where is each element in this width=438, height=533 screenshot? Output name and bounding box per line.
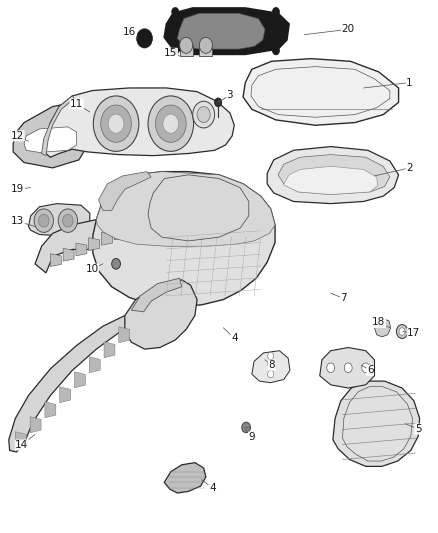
Text: 9: 9 [245, 429, 255, 442]
Polygon shape [243, 59, 399, 125]
Polygon shape [44, 88, 234, 157]
Polygon shape [164, 463, 206, 493]
Polygon shape [76, 243, 87, 256]
Text: 5: 5 [405, 424, 422, 434]
Text: 10: 10 [85, 264, 103, 274]
Text: 13: 13 [11, 216, 35, 227]
Text: 2: 2 [374, 163, 413, 176]
Circle shape [344, 363, 352, 373]
Polygon shape [63, 248, 74, 261]
Polygon shape [164, 8, 289, 54]
Polygon shape [284, 166, 378, 195]
Polygon shape [180, 45, 193, 56]
Circle shape [101, 105, 131, 142]
Text: 14: 14 [15, 434, 35, 450]
Polygon shape [89, 357, 100, 373]
Circle shape [268, 352, 274, 360]
Circle shape [180, 37, 193, 53]
Circle shape [272, 46, 279, 55]
Circle shape [155, 105, 186, 142]
Polygon shape [35, 220, 136, 273]
Polygon shape [119, 327, 130, 343]
Circle shape [242, 422, 251, 433]
Polygon shape [30, 417, 41, 433]
Circle shape [399, 328, 405, 335]
Text: 17: 17 [403, 328, 420, 338]
Polygon shape [333, 381, 420, 466]
Polygon shape [50, 254, 61, 266]
Text: 18: 18 [372, 318, 390, 328]
Text: 4: 4 [201, 480, 216, 492]
Polygon shape [252, 351, 290, 383]
Polygon shape [60, 387, 71, 403]
Circle shape [34, 209, 53, 232]
Circle shape [197, 107, 210, 123]
Polygon shape [24, 127, 77, 152]
Polygon shape [42, 96, 74, 156]
Text: 4: 4 [223, 328, 238, 343]
Text: 12: 12 [11, 131, 28, 141]
Polygon shape [267, 147, 399, 204]
Circle shape [148, 96, 194, 151]
Text: 6: 6 [361, 365, 374, 375]
Circle shape [268, 370, 274, 378]
Text: 7: 7 [331, 293, 347, 303]
Text: 15: 15 [164, 49, 180, 58]
Text: 3: 3 [218, 90, 233, 102]
Circle shape [327, 363, 335, 373]
Circle shape [268, 360, 274, 367]
Text: 19: 19 [11, 184, 31, 194]
Text: 20: 20 [304, 25, 355, 35]
Circle shape [396, 325, 408, 338]
Text: 8: 8 [265, 360, 275, 370]
Circle shape [362, 363, 370, 373]
Circle shape [272, 7, 279, 16]
Text: 16: 16 [123, 27, 138, 38]
Polygon shape [13, 101, 85, 168]
Circle shape [58, 209, 78, 232]
Polygon shape [102, 232, 113, 245]
Circle shape [93, 96, 139, 151]
Polygon shape [320, 348, 374, 388]
Circle shape [112, 259, 120, 269]
Polygon shape [93, 172, 275, 306]
Polygon shape [374, 319, 391, 337]
Polygon shape [125, 280, 197, 349]
Polygon shape [114, 227, 125, 240]
Polygon shape [199, 45, 212, 56]
Polygon shape [131, 278, 182, 312]
Circle shape [172, 7, 179, 16]
Circle shape [199, 37, 212, 53]
Polygon shape [15, 432, 26, 448]
Circle shape [215, 98, 222, 107]
Polygon shape [96, 172, 275, 246]
Circle shape [172, 46, 179, 55]
Polygon shape [28, 204, 90, 236]
Circle shape [137, 29, 152, 48]
Circle shape [193, 101, 215, 128]
Polygon shape [278, 155, 390, 195]
Circle shape [108, 114, 124, 133]
Polygon shape [99, 172, 151, 211]
Text: 11: 11 [70, 99, 90, 112]
Polygon shape [9, 310, 147, 452]
Circle shape [63, 214, 73, 227]
Circle shape [39, 214, 49, 227]
Polygon shape [177, 13, 265, 49]
Polygon shape [74, 372, 85, 388]
Text: 1: 1 [364, 78, 413, 88]
Polygon shape [45, 402, 56, 418]
Polygon shape [104, 342, 115, 358]
Circle shape [163, 114, 179, 133]
Polygon shape [88, 238, 100, 251]
